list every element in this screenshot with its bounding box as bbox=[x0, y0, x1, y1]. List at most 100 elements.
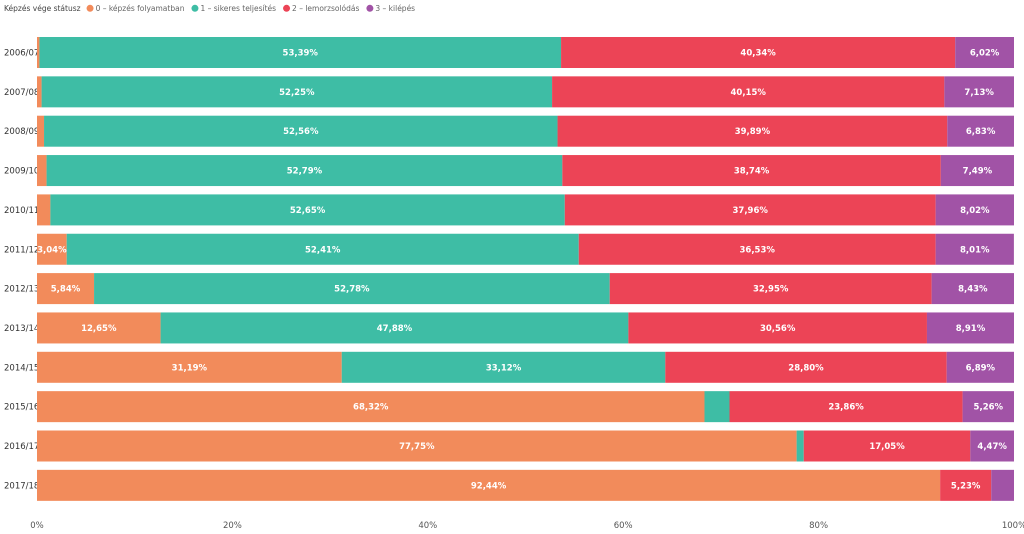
bar-data-label: 52,79% bbox=[287, 167, 323, 177]
category-label: 2011/12 bbox=[4, 245, 39, 255]
bar-segment bbox=[66, 233, 579, 265]
bar-segment bbox=[94, 273, 610, 305]
bar-data-label: 38,74% bbox=[734, 167, 770, 177]
bar-data-label: 52,41% bbox=[305, 245, 341, 255]
bar-data-label: 36,53% bbox=[739, 245, 775, 255]
bar-data-label: 32,95% bbox=[753, 285, 789, 295]
x-tick-label: 80% bbox=[809, 521, 828, 531]
bar-data-label: 37,96% bbox=[733, 206, 769, 216]
bar-segment bbox=[37, 37, 40, 68]
x-tick-label: 60% bbox=[614, 521, 633, 531]
bar-segment bbox=[729, 391, 963, 423]
bar-segment bbox=[962, 391, 1014, 423]
bar-data-label: 5,26% bbox=[974, 403, 1004, 413]
bar-data-label: 52,56% bbox=[283, 127, 319, 137]
legend-swatch-1 bbox=[191, 4, 199, 12]
bar-segment bbox=[946, 351, 1014, 383]
bar-segment bbox=[37, 391, 705, 423]
legend: Képzés vége státusz 0 – képzés folyamatb… bbox=[4, 4, 415, 13]
bar-segment bbox=[704, 391, 730, 423]
bar-data-label: 8,91% bbox=[956, 324, 986, 334]
category-label: 2014/15 bbox=[4, 363, 39, 373]
bar-data-label: 5,84% bbox=[51, 285, 81, 295]
bar-segment bbox=[665, 351, 947, 383]
bars: 53,39% 40,34% 6,02% 52,25% 40,15% 7,13% 52,56%… bbox=[37, 37, 1014, 501]
bar-segment bbox=[562, 155, 941, 187]
bar-data-label: 8,01% bbox=[960, 245, 990, 255]
bar-data-label: 6,83% bbox=[966, 127, 996, 137]
bar-data-label: 12,65% bbox=[81, 324, 117, 334]
bar-data-label: 8,43% bbox=[958, 285, 988, 295]
bar-data-label: 4,47% bbox=[977, 442, 1007, 452]
bar-segment bbox=[160, 312, 629, 344]
bar-data-label: 28,80% bbox=[788, 363, 824, 373]
x-axis: 0% 20% 40% 60% 80% 100% bbox=[30, 521, 1024, 531]
category-labels: 2006/07 2007/08 2008/09 2009/10 2010/11 2011/… bbox=[4, 49, 39, 492]
bar-segment bbox=[44, 115, 558, 147]
bar-data-label: 52,78% bbox=[334, 285, 370, 295]
bar-data-label: 7,13% bbox=[964, 88, 994, 98]
bar-segment bbox=[564, 194, 936, 226]
bar-segment bbox=[37, 233, 67, 265]
bar-segment bbox=[931, 273, 1014, 305]
bar-segment bbox=[803, 430, 971, 462]
category-label: 2008/09 bbox=[4, 127, 39, 137]
legend-label-2: 2 – lemorzsolódás bbox=[292, 4, 359, 13]
bar-segment bbox=[561, 37, 956, 68]
category-label: 2009/10 bbox=[4, 167, 39, 177]
legend-swatch-0 bbox=[86, 4, 94, 12]
category-label: 2010/11 bbox=[4, 206, 39, 216]
category-label: 2006/07 bbox=[4, 49, 39, 59]
bar-data-label: 77,75% bbox=[399, 442, 435, 452]
legend-swatch-3 bbox=[366, 4, 374, 12]
bar-segment bbox=[609, 273, 932, 305]
bar-segment bbox=[39, 37, 562, 68]
x-tick-label: 40% bbox=[418, 521, 437, 531]
bar-segment bbox=[37, 194, 51, 226]
bar-data-label: 40,34% bbox=[740, 49, 776, 59]
bar-data-label: 17,05% bbox=[869, 442, 905, 452]
legend-label-3: 3 – kilépés bbox=[375, 4, 415, 13]
category-label: 2017/18 bbox=[4, 481, 39, 491]
bar-segment bbox=[37, 469, 941, 501]
bar-segment bbox=[41, 76, 553, 108]
bar-segment bbox=[940, 469, 992, 501]
legend-swatch-2 bbox=[283, 4, 291, 12]
bar-segment bbox=[940, 155, 1014, 187]
bar-data-label: 33,12% bbox=[486, 363, 522, 373]
bar-segment bbox=[37, 273, 95, 305]
bar-data-label: 52,65% bbox=[290, 206, 326, 216]
bar-data-label: 8,02% bbox=[960, 206, 990, 216]
bar-data-label: 30,56% bbox=[760, 324, 796, 334]
bar-data-label: 31,19% bbox=[172, 363, 208, 373]
bar-segment bbox=[578, 233, 936, 265]
bar-segment bbox=[947, 115, 1014, 147]
bar-data-label: 6,89% bbox=[966, 363, 996, 373]
category-label: 2013/14 bbox=[4, 324, 39, 334]
bar-segment bbox=[37, 76, 42, 108]
bar-segment bbox=[970, 430, 1014, 462]
bar-segment bbox=[935, 194, 1014, 226]
bar-segment bbox=[796, 430, 804, 462]
x-tick-label: 100% bbox=[1002, 521, 1024, 531]
bar-segment bbox=[37, 115, 45, 147]
bar-data-label: 92,44% bbox=[471, 481, 507, 491]
category-label: 2012/13 bbox=[4, 285, 39, 295]
bar-segment bbox=[341, 351, 666, 383]
bar-segment bbox=[46, 155, 563, 187]
bar-data-label: 6,02% bbox=[970, 49, 1000, 59]
bar-segment bbox=[926, 312, 1014, 344]
bar-data-label: 40,15% bbox=[731, 88, 767, 98]
bar-data-label: 39,89% bbox=[735, 127, 771, 137]
bar-data-label: 23,86% bbox=[828, 403, 864, 413]
bar-data-label: 5,23% bbox=[951, 481, 981, 491]
bar-segment bbox=[37, 430, 797, 462]
legend-title: Képzés vége státusz bbox=[4, 4, 81, 13]
bar-data-label: 47,88% bbox=[377, 324, 413, 334]
bar-data-label: 3,04% bbox=[37, 245, 67, 255]
bar-segment bbox=[991, 469, 1014, 501]
bar-data-label: 53,39% bbox=[283, 49, 319, 59]
bar-data-label: 7,49% bbox=[963, 167, 993, 177]
legend-label-0: 0 – képzés folyamatban bbox=[96, 4, 185, 13]
